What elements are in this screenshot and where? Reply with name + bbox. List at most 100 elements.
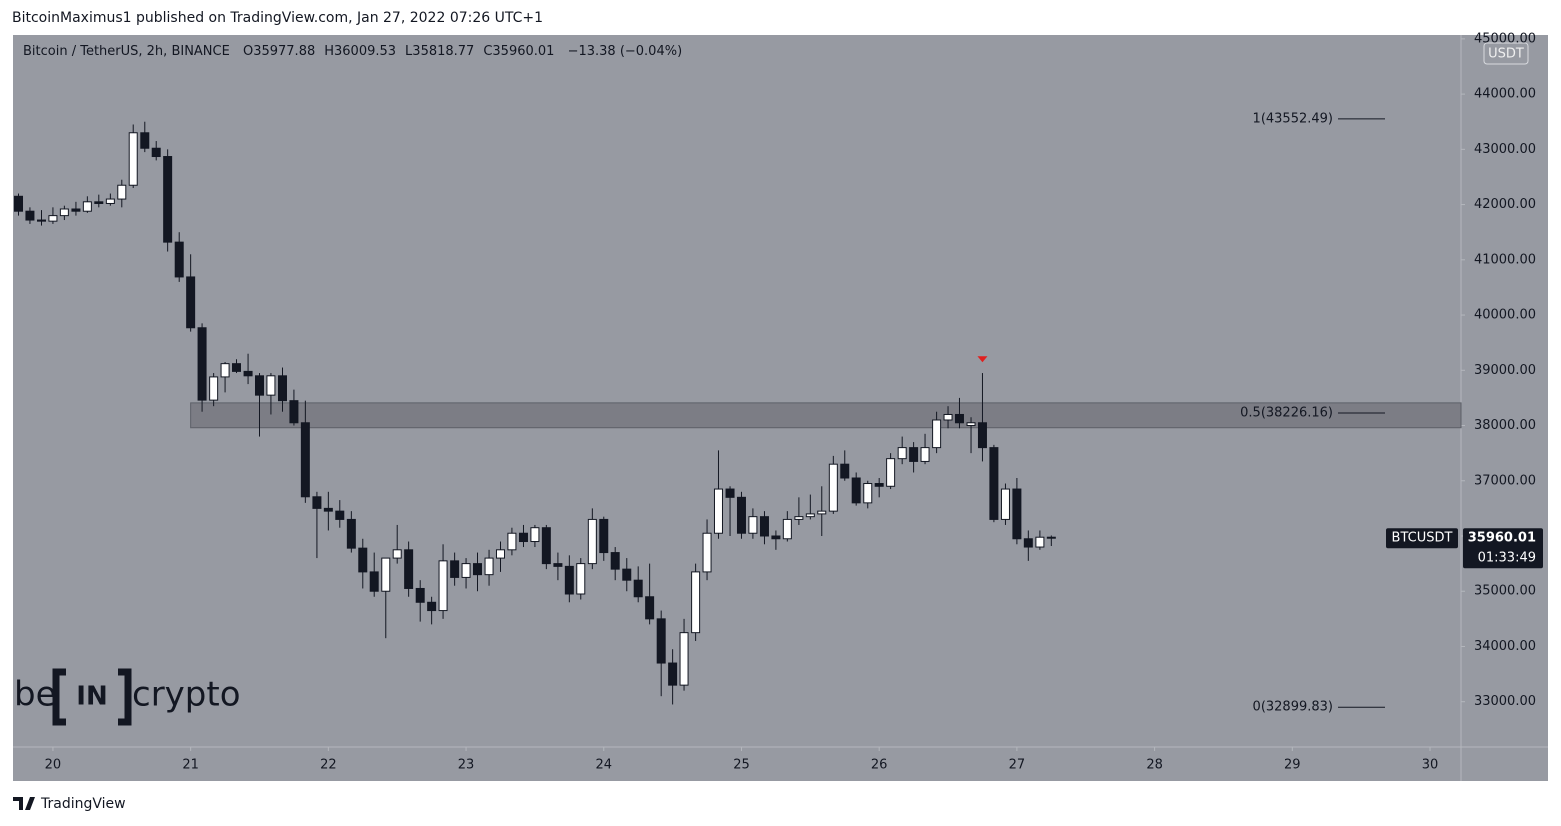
candle-body [450,560,460,578]
footer-logo: TradingView [13,796,126,812]
candle-body [622,568,632,581]
candle-body [186,276,196,329]
currency: USDT [1488,47,1524,62]
candle-body [277,375,287,402]
candle-body [472,563,482,576]
candle-body [369,571,379,592]
price-label: 35960.01 [1468,531,1536,546]
candle-body [254,375,264,396]
candle-body [966,422,976,427]
candle-body [920,447,930,462]
candle-body [794,516,804,520]
candle-body [415,587,425,603]
legend: Bitcoin / TetherUS, 2h, BINANCE O35977.8… [23,44,682,59]
ohlc-value: 35977.88 [253,44,316,59]
resistance-zone [190,402,1462,429]
y-tick-label: 38000.00 [1474,418,1536,433]
footer-text: TradingView [40,796,126,812]
candle-body [140,132,150,149]
price-box [1463,528,1543,569]
watermark-brackets [52,668,132,726]
watermark: be IN crypto [14,668,241,726]
tv-logo [13,797,35,810]
candle-body [1000,488,1010,520]
y-tick-label: 45000.00 [1474,31,1536,46]
chart-background [13,35,1548,781]
candle-body [748,516,758,534]
candle-body [266,375,276,396]
y-tick-label: 44000.00 [1474,87,1536,102]
watermark-center: IN [76,682,107,712]
y-tick-label: 43000.00 [1474,142,1536,157]
change: −13.38 (−0.04%) [567,44,683,59]
candle-body [94,201,104,204]
candle-body [128,132,138,186]
candle-body [300,422,310,498]
candle-body [358,547,368,573]
y-tick-label: 35000.00 [1474,584,1536,599]
candle-body [518,532,528,543]
candle-body [553,563,563,567]
candle-body [346,518,356,549]
currency-box [1483,42,1529,65]
x-tick-label: 25 [733,758,750,773]
candle-body [874,483,884,487]
candle-body [335,510,345,520]
y-tick-label: 42000.00 [1474,197,1536,212]
candle-body [381,557,391,592]
ohlc-value: 36009.53 [334,44,397,59]
ohlc-label: O [242,44,254,59]
candle-body [840,463,850,479]
candle-body [232,363,242,372]
candle-body [805,513,815,518]
candle-body [897,447,907,460]
candle-body [564,565,574,595]
candle-body [48,215,58,222]
y-tick-label: 37000.00 [1474,473,1536,488]
candle-body [932,419,942,449]
candle-body [163,156,173,243]
candle-body [943,413,953,421]
y-tick-label: 40000.00 [1474,308,1536,323]
candle-body [1046,536,1056,539]
candle-body [37,219,47,222]
signal-marker [977,356,988,363]
candle-body [243,370,253,377]
candle-body [863,483,873,504]
x-tick-label: 21 [182,758,199,773]
y-tick-label: 33000.00 [1474,694,1536,709]
candle-body [576,563,586,595]
candle-body [1012,488,1022,540]
candle-body [289,400,299,424]
x-tick-label: 26 [871,758,888,773]
candle-body [507,532,517,551]
watermark-right: crypto [132,675,241,715]
candle-body [220,363,230,378]
fib-label: 0(32899.83) [1253,700,1333,715]
x-tick-label: 29 [1284,758,1301,773]
candle-body [599,518,609,554]
candle-body [954,413,964,424]
candle-body [438,560,448,612]
x-tick-label: 20 [45,758,62,773]
candle-body [989,447,999,520]
ohlc-label: L [405,44,413,59]
x-tick-label: 23 [458,758,475,773]
candles [14,121,1056,705]
countdown-label: 01:33:49 [1478,551,1536,566]
candle-body [59,208,69,217]
candle-body [392,549,402,559]
symbol: Bitcoin / TetherUS, 2h, BINANCE [23,44,230,59]
candle-body [484,557,494,576]
symbol-label: BTCUSDT [1392,531,1453,546]
candle-body [977,422,987,449]
candle-body [610,552,620,570]
candle-body [174,241,184,278]
candle-body [117,184,127,200]
candle-body [461,563,471,578]
watermark-left: be [14,675,57,715]
ohlc-label: C [483,44,493,59]
symbol-box [1386,528,1458,549]
